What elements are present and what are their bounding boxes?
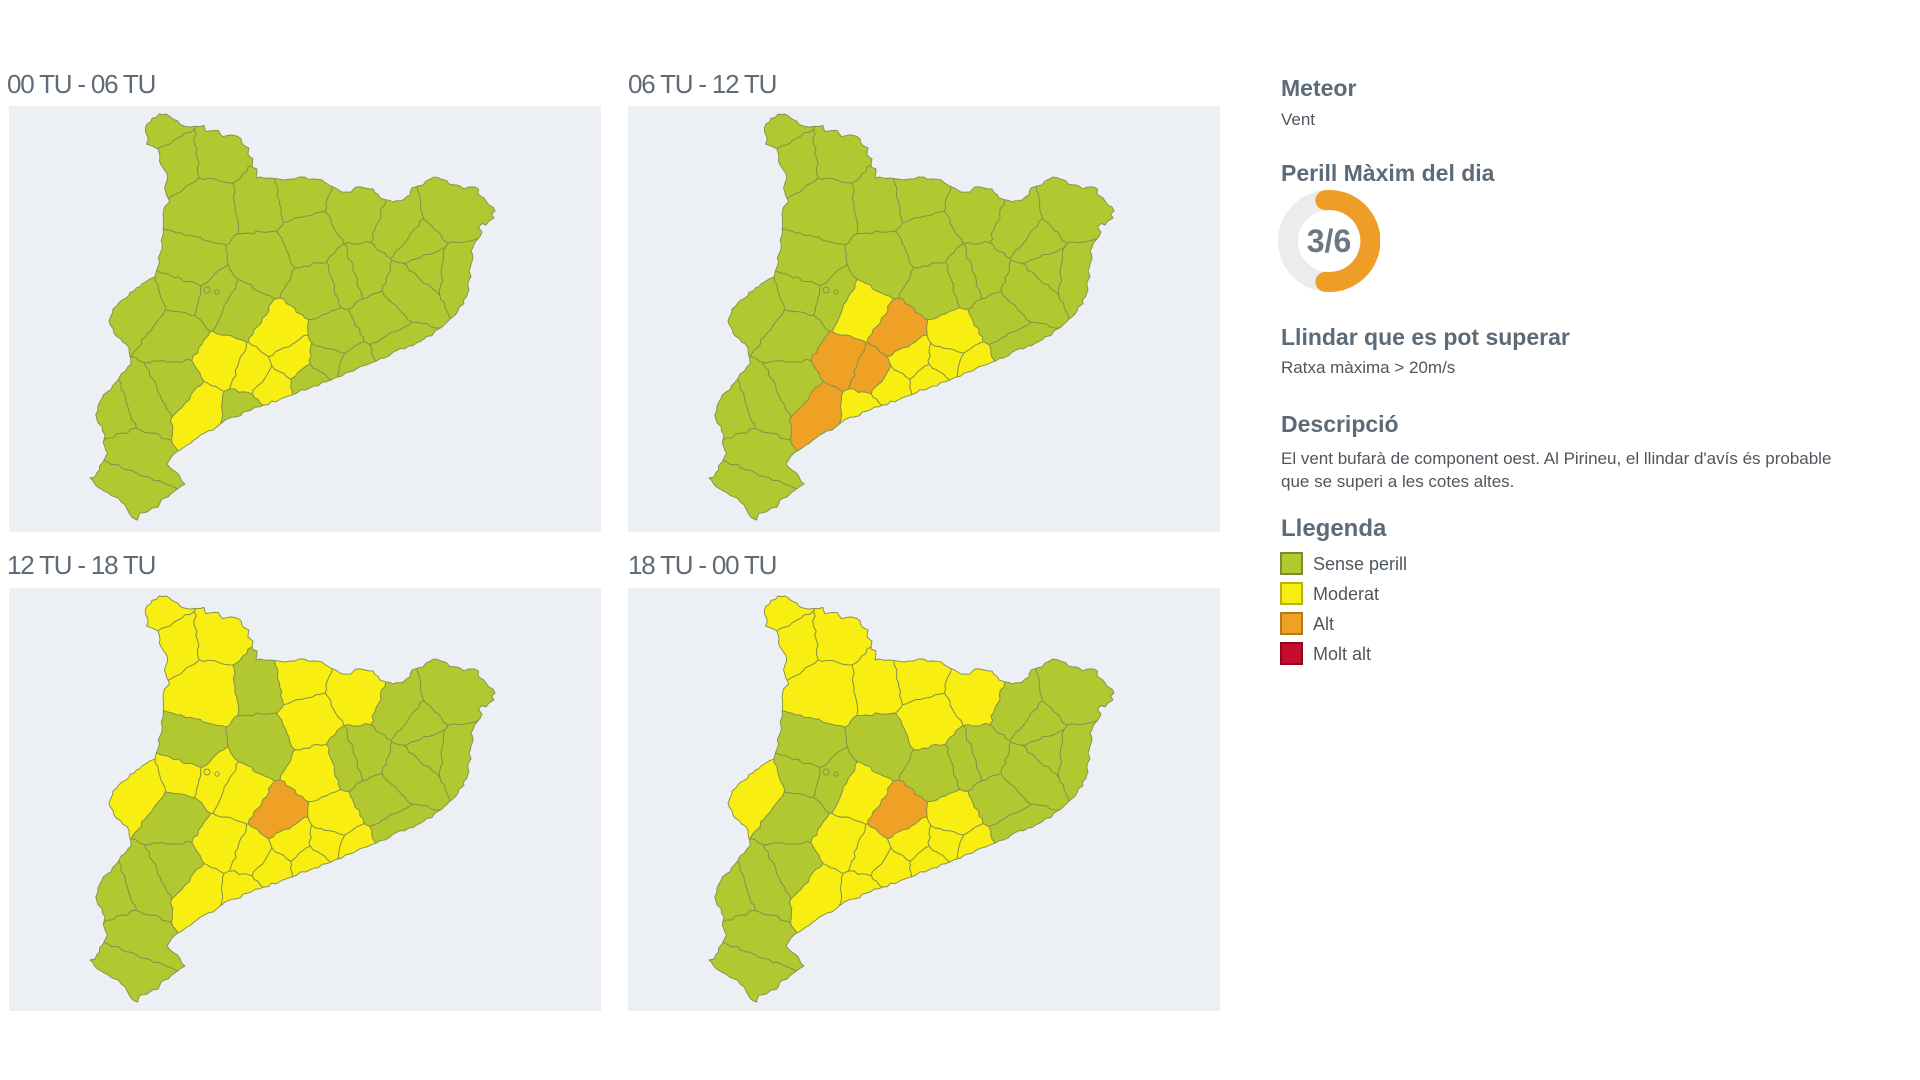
svg-text:3/6: 3/6 xyxy=(1307,223,1351,259)
